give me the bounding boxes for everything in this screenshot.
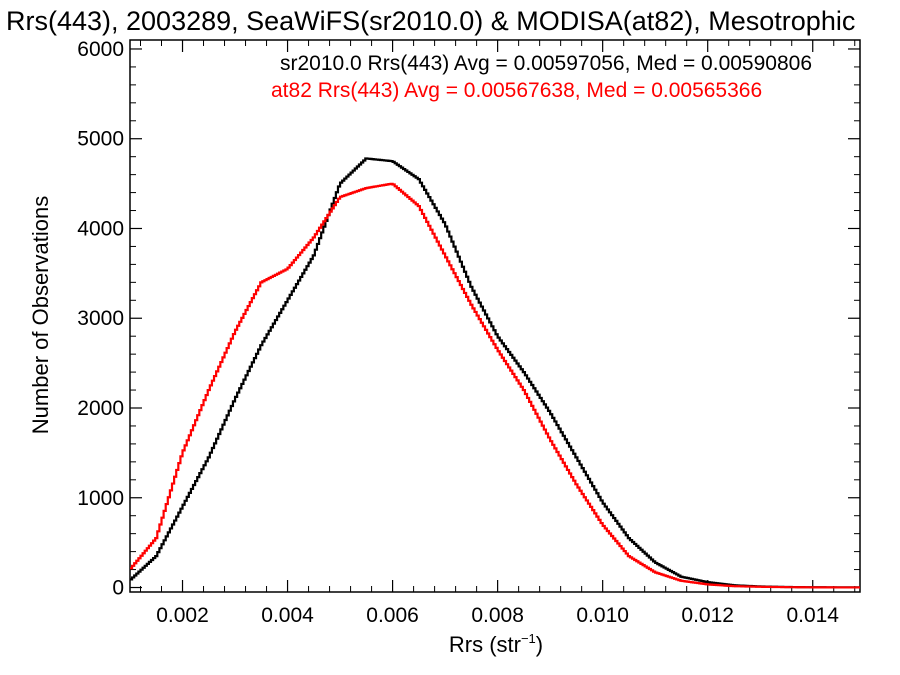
series-layer [130, 157, 861, 589]
x-tick-label: 0.008 [471, 604, 524, 627]
x-tick-label: 0.010 [576, 604, 629, 627]
x-tick-label: 0.012 [681, 604, 734, 627]
x-tick-label: 0.004 [261, 604, 314, 627]
x-tick-label: 0.002 [156, 604, 209, 627]
x-axis-label: Rrs (str−1) [449, 631, 543, 657]
chart-title: Rrs(443), 2003289, SeaWiFS(sr2010.0) & M… [6, 6, 855, 36]
series-line-0 [130, 157, 861, 589]
y-tick-label: 4000 [77, 217, 124, 240]
y-tick-label: 0 [112, 577, 124, 600]
x-tick-label: 0.006 [366, 604, 419, 627]
y-tick-label: 1000 [77, 487, 124, 510]
legend-entry-sr2010: sr2010.0 Rrs(443) Avg = 0.00597056, Med … [280, 52, 812, 75]
x-axis-label-close: ) [536, 632, 543, 657]
y-axis: 0 1000 2000 3000 4000 5000 6000 [77, 38, 860, 600]
plot-frame [129, 39, 861, 593]
y-axis-label: Number of Observations [28, 196, 53, 434]
y-tick-label: 5000 [77, 128, 124, 151]
x-axis: 0.002 0.004 0.006 0.008 0.010 0.012 0.014 [140, 40, 856, 627]
x-axis-label-sup: −1 [521, 631, 536, 646]
plot-border [129, 39, 861, 593]
y-tick-label: 3000 [77, 307, 124, 330]
x-tick-label: 0.014 [786, 604, 839, 627]
legend-entry-at82: at82 Rrs(443) Avg = 0.00567638, Med = 0.… [271, 79, 762, 102]
legend: sr2010.0 Rrs(443) Avg = 0.00597056, Med … [271, 52, 812, 102]
y-tick-label: 2000 [77, 397, 124, 420]
series-line-1 [130, 182, 860, 589]
y-tick-label: 6000 [77, 38, 124, 61]
x-axis-label-main: Rrs (str [449, 632, 521, 657]
